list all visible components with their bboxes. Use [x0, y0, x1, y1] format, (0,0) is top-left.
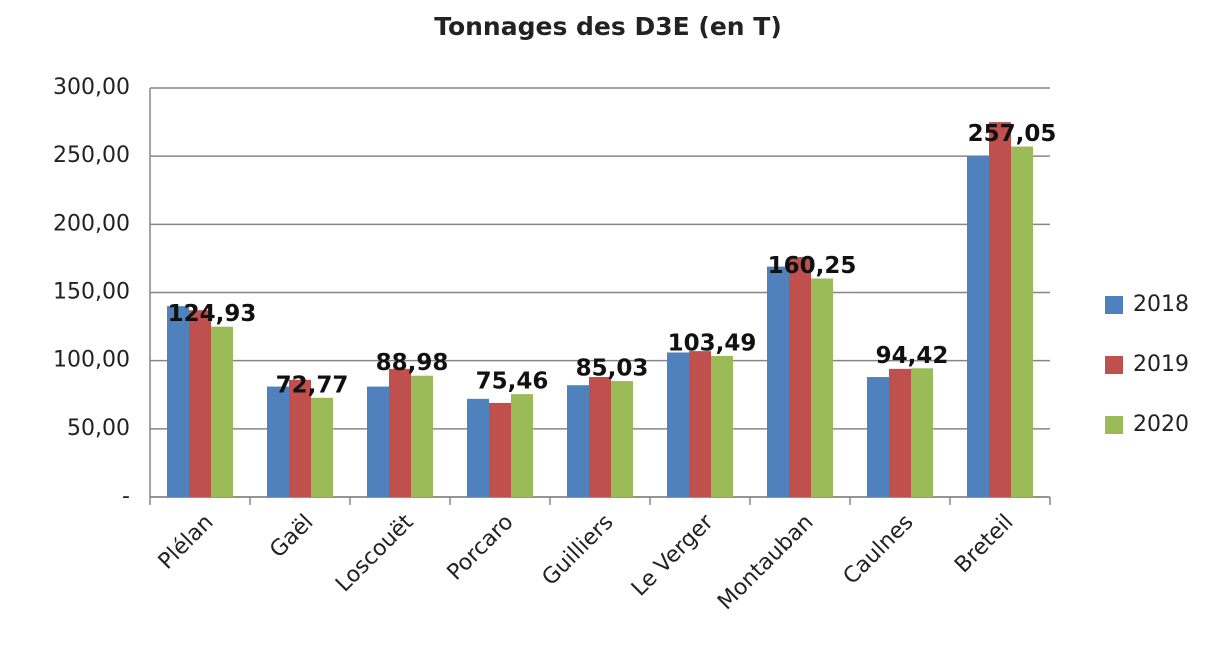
- bar: [989, 122, 1011, 497]
- x-tick-label: Breteil: [950, 510, 1018, 578]
- y-tick-label: 300,00: [53, 75, 130, 100]
- bar: [467, 398, 489, 497]
- bar: [589, 377, 611, 497]
- x-tick-label: Gaël: [265, 510, 318, 563]
- bar: [411, 375, 433, 497]
- bar: [689, 351, 711, 497]
- x-tick-label: Porcaro: [443, 510, 519, 586]
- bar: [767, 266, 789, 497]
- y-tick-label: 200,00: [53, 211, 130, 236]
- bar: [267, 386, 289, 497]
- data-label: 124,93: [168, 301, 257, 327]
- bar: [289, 379, 311, 497]
- bar: [489, 402, 511, 497]
- data-label: 160,25: [768, 253, 857, 279]
- data-label: 88,98: [376, 350, 449, 376]
- legend-swatch: [1105, 416, 1123, 434]
- bar: [611, 381, 633, 497]
- bar: [311, 397, 333, 497]
- bar: [1011, 146, 1033, 497]
- chart-title: Tonnages des D3E (en T): [434, 12, 782, 41]
- legend-label: 2020: [1133, 412, 1189, 437]
- x-tick-label: Guilliers: [538, 510, 619, 591]
- bar: [211, 326, 233, 497]
- bar: [167, 306, 189, 497]
- bar: [567, 385, 589, 497]
- bar: [889, 368, 911, 497]
- data-label: 85,03: [576, 356, 649, 382]
- data-label: 72,77: [276, 372, 349, 398]
- data-label: 94,42: [876, 343, 949, 369]
- bar: [967, 156, 989, 497]
- bar: [911, 368, 933, 497]
- y-tick-label: 100,00: [53, 348, 130, 373]
- y-tick-label: 50,00: [67, 416, 130, 441]
- x-tick-label: Loscouët: [331, 510, 419, 598]
- y-tick-label: -: [122, 484, 130, 509]
- bar: [867, 377, 889, 497]
- y-tick-label: 150,00: [53, 280, 130, 305]
- bar: [789, 257, 811, 497]
- legend-label: 2019: [1133, 352, 1189, 377]
- x-tick-label: Caulnes: [839, 510, 919, 590]
- bar: [389, 368, 411, 497]
- bar: [189, 310, 211, 497]
- bar: [511, 394, 533, 497]
- legend-swatch: [1105, 356, 1123, 374]
- bar: [667, 352, 689, 497]
- bar: [711, 355, 733, 497]
- legend-swatch: [1105, 296, 1123, 314]
- x-tick-label: Montauban: [713, 510, 818, 615]
- legend-label: 2018: [1133, 292, 1189, 317]
- y-tick-label: 250,00: [53, 143, 130, 168]
- data-label: 75,46: [476, 369, 549, 395]
- x-tick-label: Le Verger: [627, 509, 719, 601]
- x-tick-label: Plélan: [154, 510, 219, 575]
- data-label: 103,49: [668, 330, 757, 356]
- bar: [367, 386, 389, 497]
- bar: [811, 278, 833, 497]
- data-label: 257,05: [968, 121, 1057, 147]
